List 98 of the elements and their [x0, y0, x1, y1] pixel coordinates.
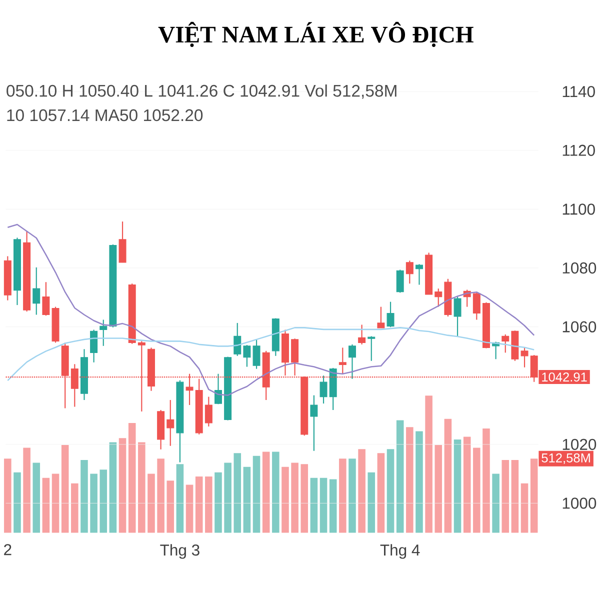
bar — [511, 460, 519, 533]
bar — [358, 449, 366, 533]
bar — [444, 418, 452, 533]
y-tick-label: 1080 — [562, 262, 596, 274]
bar — [262, 452, 270, 533]
bar — [90, 474, 98, 533]
bar — [386, 449, 394, 533]
bar — [186, 484, 194, 533]
y-tick-label: 1140 — [562, 86, 595, 98]
bar — [166, 480, 174, 533]
bar — [320, 478, 328, 533]
bar — [339, 458, 346, 533]
bar — [434, 445, 442, 533]
bar — [4, 458, 12, 533]
candlestick — [368, 336, 376, 362]
bar — [23, 448, 30, 533]
bar — [272, 452, 280, 533]
bar — [243, 466, 251, 533]
candlestick — [204, 396, 212, 428]
candlestick — [472, 292, 480, 320]
bar — [396, 420, 404, 533]
candlestick — [252, 338, 260, 370]
bar — [52, 474, 60, 533]
annotation: 10 1057.14 MA50 1052.20 — [7, 109, 203, 122]
candlestick — [90, 329, 98, 363]
candlestick — [338, 347, 346, 374]
bar — [42, 478, 50, 533]
ref-line-label: 1042.91 — [542, 372, 587, 382]
y-tick-label: 1120 — [562, 144, 595, 156]
bar — [118, 438, 126, 533]
bar — [61, 445, 69, 533]
text: 512,58M — [542, 453, 590, 464]
y-tick-label: 1060 — [562, 321, 596, 332]
bar — [492, 474, 500, 533]
candlestick — [166, 400, 174, 446]
candlestick — [454, 296, 462, 337]
candlestick — [520, 347, 528, 368]
bar — [157, 458, 164, 533]
candlestick — [118, 221, 126, 264]
bar — [128, 423, 136, 533]
candlestick — [415, 264, 423, 286]
candlestick — [348, 344, 356, 380]
candlestick — [406, 260, 414, 284]
candlestick — [32, 266, 40, 316]
bar — [520, 483, 528, 533]
chart-title: VIỆT NAM LÁI XE VÔ ĐỊCH — [158, 22, 474, 48]
bar — [32, 462, 40, 533]
candlestick — [310, 394, 318, 452]
annotation: 050.10 H 1050.40 L 1041.26 C 1042.91 Vol 512,58M — [6, 84, 396, 99]
candlestick — [234, 322, 242, 357]
bar — [329, 479, 337, 533]
bar — [348, 458, 356, 533]
y-tick-label: 1020 — [562, 438, 596, 450]
bar — [252, 456, 260, 533]
bar — [300, 464, 308, 533]
bar — [80, 460, 88, 533]
bar — [310, 478, 318, 533]
candlestick — [434, 288, 442, 308]
bar — [530, 458, 538, 533]
candlestick — [396, 269, 404, 294]
bar — [234, 453, 242, 533]
bar — [224, 462, 232, 533]
candlestick — [502, 334, 510, 354]
bar — [109, 442, 117, 533]
bar — [368, 472, 376, 533]
bar — [205, 476, 212, 533]
bar — [473, 448, 480, 533]
y-tick-label: 1100 — [562, 204, 595, 215]
candlestick — [377, 306, 385, 329]
candlestick — [214, 373, 222, 405]
bar — [195, 476, 203, 533]
candlestick — [320, 375, 328, 404]
x-tick-label: Thg 4 — [380, 544, 420, 559]
candlestick — [42, 282, 50, 316]
bar — [138, 442, 146, 533]
bar — [425, 396, 432, 533]
bar — [416, 431, 423, 533]
bar — [482, 428, 490, 533]
bar — [14, 472, 21, 533]
bar — [100, 470, 108, 533]
bar — [463, 436, 471, 533]
bar — [176, 464, 184, 533]
candlestick — [358, 324, 366, 346]
bar — [406, 427, 414, 533]
x-tick-label: 2 — [4, 544, 12, 556]
bar — [214, 472, 222, 533]
bar — [148, 474, 155, 533]
x-tick-label: Thg 3 — [160, 544, 200, 559]
bar — [282, 466, 289, 533]
candlestick — [243, 344, 251, 368]
bar — [71, 483, 78, 533]
y-tick-label: 1000 — [562, 498, 596, 509]
bar — [291, 462, 298, 533]
bar — [502, 460, 510, 533]
bar — [454, 440, 462, 533]
candlestick — [100, 319, 108, 347]
bar — [377, 453, 385, 533]
candlestick — [386, 301, 394, 328]
